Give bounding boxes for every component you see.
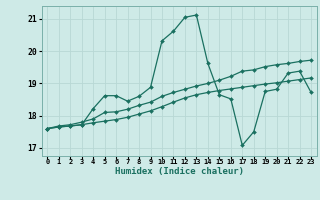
- X-axis label: Humidex (Indice chaleur): Humidex (Indice chaleur): [115, 167, 244, 176]
